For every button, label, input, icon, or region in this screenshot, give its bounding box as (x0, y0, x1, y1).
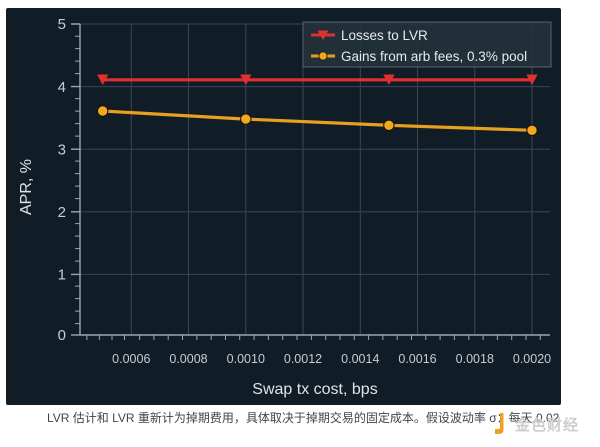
svg-text:0: 0 (58, 327, 66, 344)
svg-text:0.0020: 0.0020 (513, 352, 551, 366)
svg-text:0.0014: 0.0014 (341, 352, 379, 366)
svg-text:0.0006: 0.0006 (112, 352, 150, 366)
svg-text:Gains from arb fees, 0.3% pool: Gains from arb fees, 0.3% pool (341, 49, 527, 64)
svg-text:5: 5 (58, 16, 66, 33)
svg-text:Swap tx cost, bps: Swap tx cost, bps (252, 381, 377, 398)
svg-text:2: 2 (58, 204, 66, 221)
svg-text:4: 4 (58, 79, 66, 96)
svg-text:0.0008: 0.0008 (169, 352, 207, 366)
svg-text:0.0018: 0.0018 (456, 352, 494, 366)
svg-text:0.0010: 0.0010 (227, 352, 265, 366)
svg-text:0.0012: 0.0012 (284, 352, 322, 366)
svg-text:Losses to LVR: Losses to LVR (341, 28, 428, 43)
svg-text:APR, %: APR, % (18, 159, 35, 215)
svg-text:3: 3 (58, 141, 66, 158)
svg-text:0.0016: 0.0016 (398, 352, 436, 366)
svg-text:1: 1 (58, 267, 66, 284)
